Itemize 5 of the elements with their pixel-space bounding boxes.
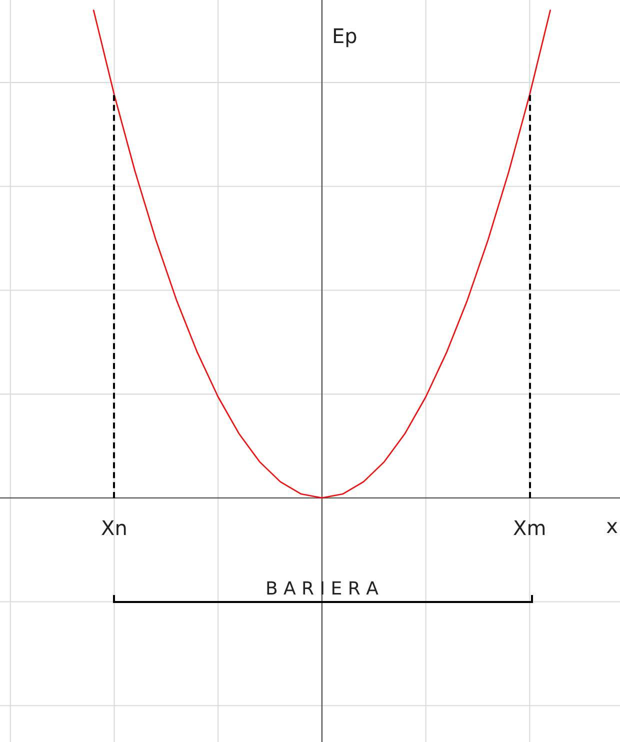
x-tick-label: Xn [101, 516, 128, 540]
y-axis-title: Ep [332, 24, 358, 48]
text: B A R I E R A [265, 578, 380, 600]
x-axis-title: x [606, 514, 618, 538]
x-tick-label: Xm [513, 516, 546, 540]
